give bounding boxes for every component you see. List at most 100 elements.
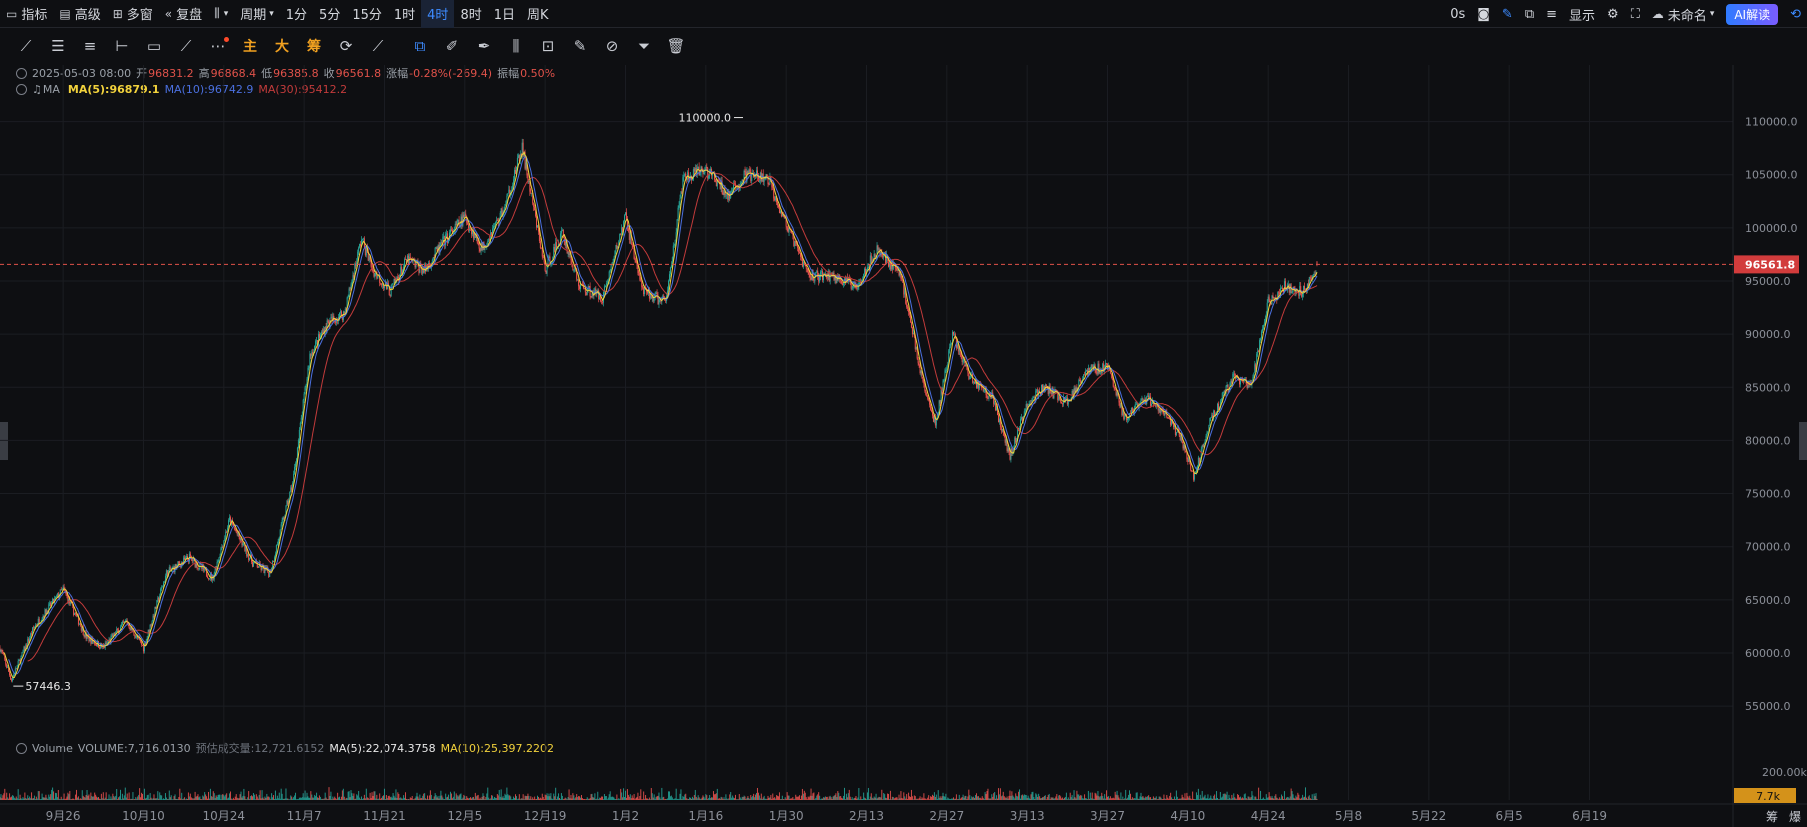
interval-4h[interactable]: 4时 [421,0,455,28]
candle-body [854,283,856,285]
brush-icon[interactable]: ⟋ [180,37,192,55]
interval-1w[interactable]: 周K [527,8,549,23]
candle-body [25,644,27,651]
candle-body [812,269,814,281]
interval-1d[interactable]: 1日 [493,8,515,23]
volume-bar [472,796,474,800]
trendline-icon[interactable]: ⟋ [20,37,32,55]
volume-bar [342,788,344,800]
candle-body [963,359,965,361]
candle-body [497,220,499,223]
volume-bar [913,795,915,800]
lock-icon[interactable]: ⊡ [541,37,555,55]
ai-analysis-button[interactable]: AI解读 [1726,3,1779,25]
replay-button[interactable]: «复盘 [159,0,208,28]
candle-body [1293,287,1295,289]
close-value: 96561.8 [335,66,382,80]
volume-bar [676,798,678,800]
filter-icon[interactable]: ⏷ [637,37,650,55]
pencil-icon[interactable]: ✎ [1501,6,1513,22]
candle-body [1254,364,1256,373]
candle-body [281,520,283,525]
volume-bar [772,793,774,800]
layout-button[interactable]: ☁ 未命名 ▾ [1646,0,1721,28]
settings-icon[interactable]: ⚙ [1607,6,1619,22]
amplitude-label: 振幅 [497,67,520,80]
candle-body [1005,439,1007,443]
volume-bar [516,799,518,800]
bell-icon[interactable]: ♫ [32,83,42,96]
pen-icon[interactable]: ✒ [477,37,491,55]
candle-body [586,290,588,295]
interval-8h[interactable]: 8时 [460,8,482,23]
high-value: 96868.4 [210,66,257,80]
volume-bar [70,799,72,800]
volume-bar [185,799,187,800]
measure-icon[interactable]: ⟋ [372,37,384,55]
fullscreen-icon[interactable]: ⛶ [1630,6,1640,22]
volume-bar [700,799,702,800]
collapse-icon[interactable] [16,67,27,79]
volume-bar [686,798,688,800]
interval-5m[interactable]: 5分 [319,8,341,23]
horizontal-ray-icon[interactable]: ⊢ [115,37,129,55]
rectangle-icon[interactable]: ▭ [146,37,162,55]
left-panel-handle[interactable] [0,422,8,460]
candle-body [698,166,700,176]
trash-icon[interactable]: 🗑 [666,37,686,55]
collapse-icon[interactable] [16,742,27,754]
period-dropdown[interactable]: 周期 ▾ [234,0,280,28]
camera-icon[interactable]: ◙ [1477,6,1490,22]
multi-window-button[interactable]: ⊞ 多窗 [107,0,159,28]
menu-icon[interactable]: ≡ [1546,6,1558,22]
collapse-icon[interactable] [16,84,27,95]
volume-bar [1196,795,1198,800]
liquidation-label[interactable]: 爆 [1789,810,1802,824]
interval-1h[interactable]: 1时 [393,8,416,23]
link-icon[interactable]: ⊘ [605,37,619,55]
popout-icon[interactable]: ⧉ [1524,6,1535,22]
candles-icon[interactable]: ⫼ [512,37,520,55]
candle-body [971,374,973,375]
candle-body [485,246,487,248]
main-indicator-button[interactable]: 主 [243,39,257,55]
volume-bar [125,797,127,800]
candle-body [1081,380,1083,384]
volume-bar [291,796,293,800]
candle-body [119,631,121,634]
volume-bar [802,793,804,800]
volume-bar [499,796,501,800]
ruler-icon[interactable]: ✐ [445,37,459,55]
interval-15m[interactable]: 15分 [352,8,382,23]
interval-1m[interactable]: 1分 [285,8,308,23]
share-icon[interactable]: ⟲ [1790,6,1801,22]
candle-body [62,586,64,589]
volume-bar [1238,794,1240,800]
candle-body [588,286,590,287]
sync-icon[interactable]: ⟳ [339,37,353,55]
chips-label[interactable]: 筹 [1766,810,1779,824]
candle-body [924,384,926,391]
parallel-channel-icon[interactable]: ☰ [51,37,65,55]
candle-body [1009,452,1011,460]
volume-bar [621,792,623,800]
chevron-down-icon: ▾ [223,8,229,19]
horizontal-lines-icon[interactable]: ≡ [83,37,97,55]
big-order-button[interactable]: 大 [275,39,289,55]
chips-button[interactable]: 筹 [307,39,321,55]
chart-type-button[interactable]: ⫼ ▾ [208,0,234,28]
volume-bar [742,797,744,800]
advanced-button[interactable]: ▤ 高级 [53,0,106,28]
right-panel-handle[interactable] [1799,422,1807,460]
volume-bar [341,790,343,800]
more-tools-icon[interactable]: ⋯ [202,29,234,63]
volume-bar [496,794,498,800]
volume-bar [1015,793,1017,800]
indicators-button[interactable]: ▭ 指标 [0,0,53,28]
candle-body [496,220,498,221]
display-button[interactable]: 显示 [1569,8,1596,24]
edit-icon[interactable]: ✎ [573,37,587,55]
magnet-icon[interactable]: ⧉ [414,37,426,55]
candle-body [1085,371,1087,375]
